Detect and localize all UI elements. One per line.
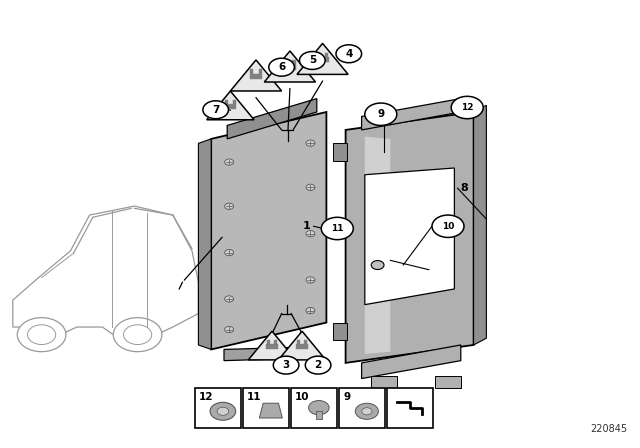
Text: 3: 3 [282,360,290,370]
Bar [267,340,269,344]
Text: 2: 2 [314,360,322,370]
Bar [266,344,278,349]
Bar [284,65,296,70]
Polygon shape [346,112,474,363]
Circle shape [365,103,397,125]
Bar [339,388,385,428]
Text: 12: 12 [461,103,474,112]
Bar [333,323,347,340]
Polygon shape [207,91,254,120]
Bar [225,104,236,108]
Polygon shape [362,345,461,379]
Bar [250,74,262,79]
Text: 5: 5 [308,56,316,65]
Circle shape [113,318,162,352]
Bar [333,143,347,161]
Polygon shape [264,51,316,82]
Circle shape [432,215,464,237]
Polygon shape [278,331,326,360]
Text: 11: 11 [331,224,344,233]
Circle shape [451,96,483,119]
Bar [296,344,308,349]
Text: 1: 1 [303,221,310,231]
Circle shape [306,231,315,237]
Text: 9: 9 [377,109,385,119]
Bar [250,69,253,74]
Text: 9: 9 [343,392,350,402]
Circle shape [355,403,378,419]
Circle shape [336,45,362,63]
Bar [195,388,241,428]
Text: 6: 6 [278,62,285,72]
Bar [284,60,287,65]
Circle shape [269,58,294,76]
Circle shape [203,101,228,119]
Circle shape [225,159,234,165]
Polygon shape [211,112,326,349]
Bar [316,411,322,419]
Bar [387,388,433,428]
Circle shape [362,408,372,415]
Text: 11: 11 [247,392,262,402]
Text: 4: 4 [345,49,353,59]
Bar [292,60,296,65]
Bar [316,57,329,62]
Circle shape [124,325,152,345]
Text: 10: 10 [295,392,310,402]
Text: 10: 10 [442,222,454,231]
Bar [371,376,397,388]
Polygon shape [365,168,454,305]
Bar [291,388,337,428]
Bar [325,53,328,57]
Circle shape [371,261,384,270]
Polygon shape [362,99,461,130]
Circle shape [225,327,234,333]
Polygon shape [297,43,348,74]
Polygon shape [227,99,317,139]
Polygon shape [248,331,296,360]
Polygon shape [259,403,282,418]
Polygon shape [365,137,390,354]
Bar [317,53,320,57]
Polygon shape [224,347,314,361]
Bar [297,340,300,344]
Circle shape [225,250,234,256]
Circle shape [17,318,66,352]
Polygon shape [198,139,211,349]
Circle shape [225,296,234,302]
Text: 8: 8 [461,183,468,193]
Circle shape [300,52,325,69]
Circle shape [308,401,329,415]
Bar [243,388,289,428]
Text: 220845: 220845 [590,424,627,434]
Bar [233,100,236,104]
Text: 7: 7 [212,105,220,115]
Bar [435,376,461,388]
Circle shape [306,307,315,314]
Circle shape [306,140,315,146]
Circle shape [321,217,353,240]
Bar [275,340,277,344]
Bar [259,69,262,74]
Bar [225,100,228,104]
Circle shape [225,203,234,209]
Circle shape [306,277,315,283]
Circle shape [210,402,236,420]
Circle shape [273,356,299,374]
Circle shape [305,356,331,374]
Polygon shape [230,60,282,91]
Polygon shape [474,105,486,345]
Polygon shape [13,206,198,340]
Circle shape [217,407,228,415]
Text: 12: 12 [199,392,214,402]
Circle shape [306,184,315,190]
Circle shape [28,325,56,345]
Bar [305,340,307,344]
